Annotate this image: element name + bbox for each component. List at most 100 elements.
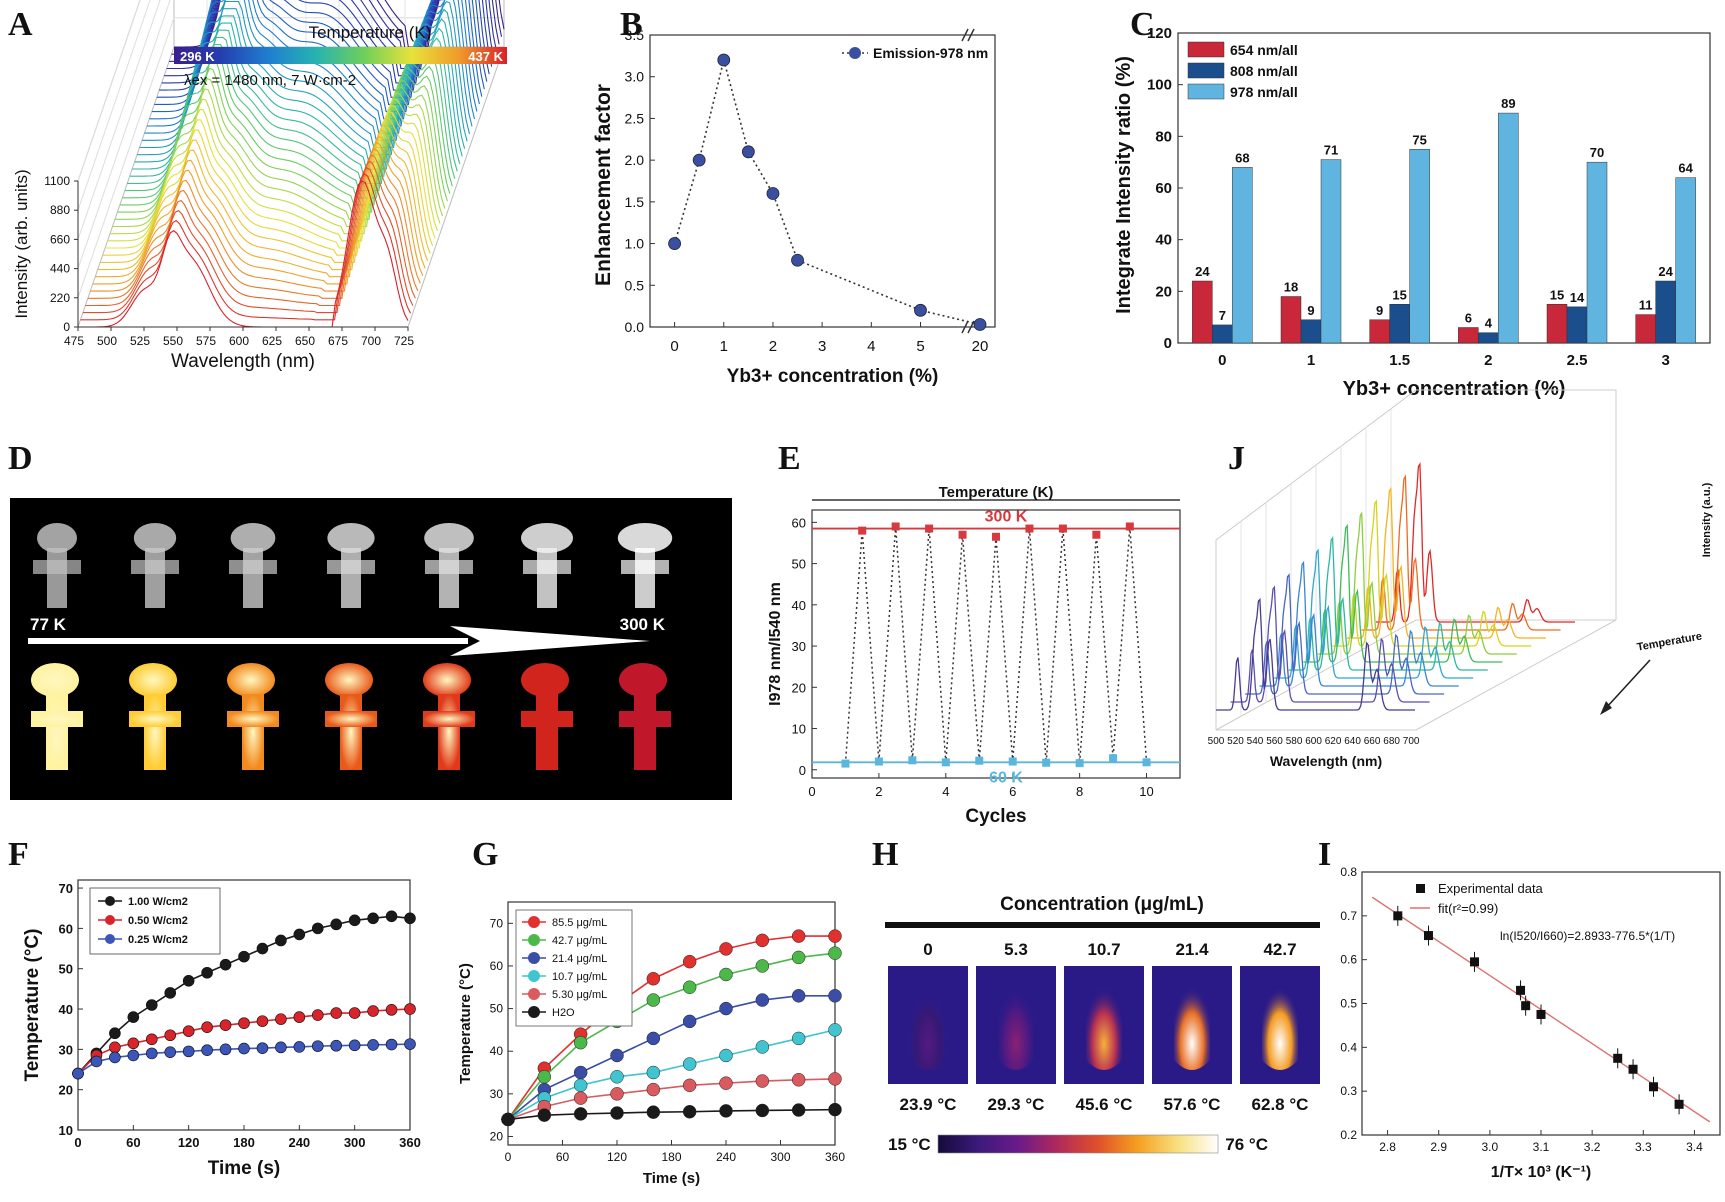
b-y-tick-label: 3.5 xyxy=(625,27,645,43)
a-x-tick-label: 625 xyxy=(262,334,282,348)
f-data-point xyxy=(311,922,324,935)
c-y-tick-label: 100 xyxy=(1147,77,1172,94)
e-low-label: 60 K xyxy=(989,769,1023,786)
g-legend-label: H2O xyxy=(552,1007,575,1019)
b-x-tick-label: 0 xyxy=(670,338,678,355)
f-x-tick-label: 300 xyxy=(344,1135,366,1150)
g-x-tick-label: 300 xyxy=(770,1150,790,1164)
c-bar xyxy=(1675,177,1696,344)
j-x-tick-label: 520 xyxy=(1227,736,1244,747)
g-data-point xyxy=(646,971,661,986)
d-bottom-image-body xyxy=(634,694,656,770)
i-x-tick-label: 3.0 xyxy=(1482,1140,1499,1154)
a-x-axis-label: Wavelength (nm) xyxy=(171,351,315,372)
h-title: Concentration (μg/mL) xyxy=(1000,894,1204,915)
panel-h-thermal-images: Concentration (μg/mL) 0 23.9 °C 5.3 29.3 °C 1… xyxy=(885,894,1320,1154)
e-x-tick-label: 6 xyxy=(1009,784,1016,799)
i-legend-marker xyxy=(1416,884,1425,893)
f-data-point xyxy=(256,942,269,955)
f-data-point xyxy=(293,1011,306,1023)
d-top-image-head xyxy=(521,523,573,553)
a-x-tick-label: 725 xyxy=(394,334,414,348)
chart-a-3d-spectra: 475 500 525 550 575 600 625 650 675 700 725 0 220 440… xyxy=(12,0,507,372)
d-bottom-image-body xyxy=(340,694,362,770)
c-y-tick-label: 0 xyxy=(1164,335,1172,352)
b-y-tick-label: 2.0 xyxy=(625,152,645,168)
f-data-point xyxy=(109,1051,121,1064)
a-x-tick-label: 500 xyxy=(97,334,117,348)
c-bar xyxy=(1566,306,1588,344)
c-data-label: 24 xyxy=(1658,264,1673,279)
f-data-point xyxy=(275,934,287,947)
f-data-point xyxy=(72,1067,84,1080)
b-x-tick-label: 2 xyxy=(769,338,777,355)
f-x-tick-label: 360 xyxy=(399,1135,421,1150)
b-y-tick-label: 0.5 xyxy=(625,277,645,293)
e-y-tick-label: 40 xyxy=(792,598,806,613)
a-spectrum-line xyxy=(78,180,409,328)
e-low-point xyxy=(1042,758,1051,767)
g-data-point xyxy=(719,1001,733,1016)
h-temperature-label: 29.3 °C xyxy=(988,1095,1045,1114)
c-bar xyxy=(1280,296,1302,344)
f-data-point xyxy=(367,1005,379,1017)
c-bar xyxy=(1409,149,1430,344)
j-spectrum-line xyxy=(1361,474,1561,631)
e-low-point xyxy=(874,757,883,766)
d-top-image-body xyxy=(537,548,557,608)
g-data-point xyxy=(791,950,806,965)
d-top-image-body xyxy=(635,548,655,608)
a-x-tick-label: 650 xyxy=(295,334,315,348)
d-top-image-body xyxy=(47,548,67,608)
d-top-image-body xyxy=(341,548,361,608)
d-bottom-image-head xyxy=(619,663,667,697)
a-x-tick-label: 525 xyxy=(130,334,150,348)
d-top-image-arm xyxy=(327,560,375,574)
h-colorbar-min-label: 15 °C xyxy=(888,1135,931,1154)
a-colorbar-title: Temperature (K) xyxy=(309,23,432,42)
e-low-point xyxy=(908,756,917,765)
g-data-point xyxy=(791,989,806,1003)
c-bar xyxy=(1212,324,1233,344)
panel-label-f: F xyxy=(8,836,29,873)
g-data-point xyxy=(646,1082,661,1097)
f-data-point xyxy=(145,999,158,1011)
g-data-point xyxy=(573,1065,588,1080)
c-data-label: 70 xyxy=(1590,145,1604,160)
f-y-tick-label: 10 xyxy=(59,1123,73,1138)
j-spectrum-line xyxy=(1216,597,1415,711)
d-bottom-image-body xyxy=(438,694,460,770)
a-y-tick-label: 660 xyxy=(50,232,70,246)
e-low-point xyxy=(1109,754,1118,763)
panel-label-h: H xyxy=(872,836,899,873)
g-series-line xyxy=(507,994,835,1121)
g-x-tick-label: 0 xyxy=(505,1150,512,1164)
g-data-point xyxy=(828,929,842,943)
c-data-label: 75 xyxy=(1412,132,1426,147)
a-side-wall xyxy=(77,0,141,327)
f-data-point xyxy=(164,1029,177,1042)
f-data-point xyxy=(127,1049,140,1062)
h-concentration-label: 0 xyxy=(923,940,932,959)
e-title: Temperature (K) xyxy=(939,484,1054,501)
chart-i-linear-fit: 2.8 2.9 3.0 3.1 3.2 3.3 3.4 0.2 0.3 0.4 0.5 0.6 0.7 0… xyxy=(1340,865,1721,1181)
g-y-tick-label: 70 xyxy=(490,916,504,930)
f-data-point xyxy=(164,987,177,999)
d-top-image-head xyxy=(327,523,375,553)
f-data-point xyxy=(238,1017,250,1029)
g-x-tick-label: 60 xyxy=(556,1150,570,1164)
a-gridline xyxy=(77,0,161,240)
f-data-point xyxy=(201,966,213,979)
g-data-point xyxy=(719,942,733,956)
panel-label-b: B xyxy=(620,6,643,43)
g-x-axis-label: Time (s) xyxy=(643,1170,700,1187)
d-bottom-image-body xyxy=(144,694,166,770)
a-spectrum-line xyxy=(149,0,480,120)
a-spectrum-line xyxy=(97,129,429,271)
b-y-tick-label: 1.5 xyxy=(625,194,645,210)
b-y-tick-label: 3.0 xyxy=(625,69,645,85)
h-temperature-label: 62.8 °C xyxy=(1252,1095,1309,1114)
a-x-tick-label: 675 xyxy=(328,334,348,348)
chart-g-heating-concentration: 0 60 120 180 240 300 360 20 30 40 50 60 70 85.5 μg/mL… xyxy=(457,901,845,1187)
g-y-tick-label: 60 xyxy=(490,959,504,973)
